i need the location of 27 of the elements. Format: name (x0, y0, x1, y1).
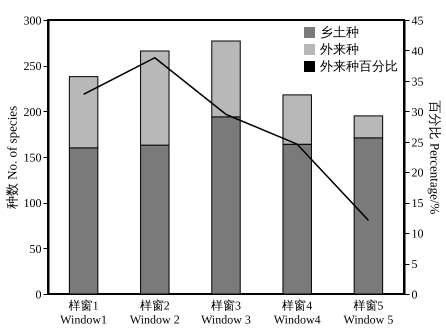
y2-tick-label: 0 (412, 288, 418, 302)
y2-tick-label: 30 (412, 104, 424, 119)
x-tick-label: 样窗4 Window4 (274, 298, 321, 326)
y-axis-title: 种数 No. of species (4, 106, 20, 210)
legend-label: 外来种百分比 (320, 58, 398, 74)
x-tick-label: 样窗1 Window1 (60, 298, 108, 326)
y-tick-label: 200 (24, 104, 42, 119)
legend-label: 外来种 (320, 42, 359, 56)
y-tick-label: 0 (36, 288, 42, 302)
y2-tick-label: 10 (412, 226, 424, 241)
y-tick-label: 50 (30, 242, 42, 256)
legend-label: 乡土种 (320, 24, 359, 40)
y-tick-label: 150 (24, 150, 42, 164)
y2-tick-label: 25 (412, 135, 424, 150)
y2-tick-label: 15 (412, 196, 424, 210)
y2-tick-label: 45 (412, 14, 424, 28)
x-tick-label: 样窗3 Window 3 (201, 298, 251, 326)
y2-tick-label: 5 (412, 257, 418, 272)
x-tick-label: 样窗2 Window 2 (130, 298, 180, 326)
y2-tick-label: 40 (412, 44, 424, 58)
y2-axis-title: 百分比 Percentage/% (428, 100, 442, 215)
y2-tick-label: 20 (412, 166, 424, 180)
y-tick-label: 250 (24, 59, 42, 74)
x-tick-label: 样窗5 Window 5 (343, 298, 394, 326)
y2-tick-label: 35 (412, 74, 424, 88)
y-tick-label: 300 (24, 14, 42, 28)
y-tick-label: 100 (24, 196, 42, 210)
